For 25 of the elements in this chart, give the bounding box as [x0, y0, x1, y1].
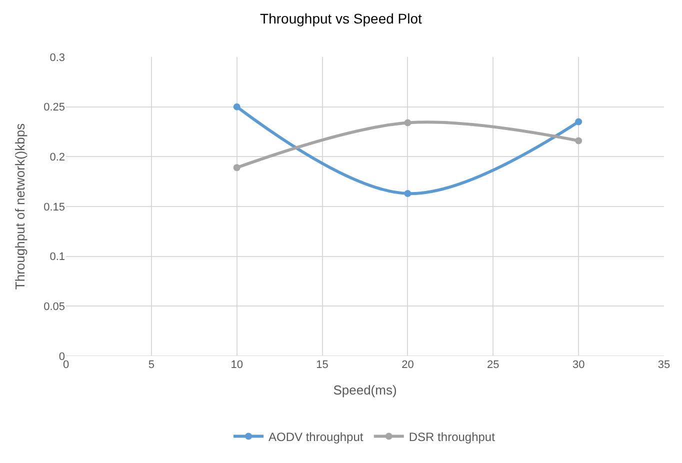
point	[404, 119, 412, 126]
legend-label: DSR throughput	[408, 430, 496, 444]
y-tick-label: 0.15	[44, 201, 65, 214]
x-tick-label: 35	[658, 359, 670, 371]
x-axis-title: Speed(ms)	[333, 382, 397, 398]
legend-label: AODV throughput	[268, 430, 364, 444]
y-axis-title: Throughput of network()kbps	[12, 122, 28, 290]
x-tick-label: 30	[572, 359, 585, 371]
point	[575, 118, 582, 126]
point	[404, 190, 412, 198]
chart-title: Throughput vs Speed Plot	[260, 10, 422, 27]
y-tick-label: 0.3	[50, 52, 65, 64]
y-tick-label: 0.05	[44, 301, 65, 314]
y-tick-label: 0.2	[50, 152, 65, 164]
y-tick-label: 0.1	[50, 251, 65, 264]
x-tick-label: 15	[316, 359, 328, 371]
x-tick-label: 25	[487, 359, 500, 371]
x-tick-label: 5	[148, 359, 154, 371]
x-tick-label: 10	[230, 359, 243, 371]
point	[575, 137, 582, 144]
point	[233, 164, 240, 172]
point	[233, 103, 240, 110]
y-tick-label: 0.25	[44, 102, 65, 114]
y-tick-label: 0	[58, 350, 65, 363]
x-tick-label: 20	[402, 359, 414, 371]
